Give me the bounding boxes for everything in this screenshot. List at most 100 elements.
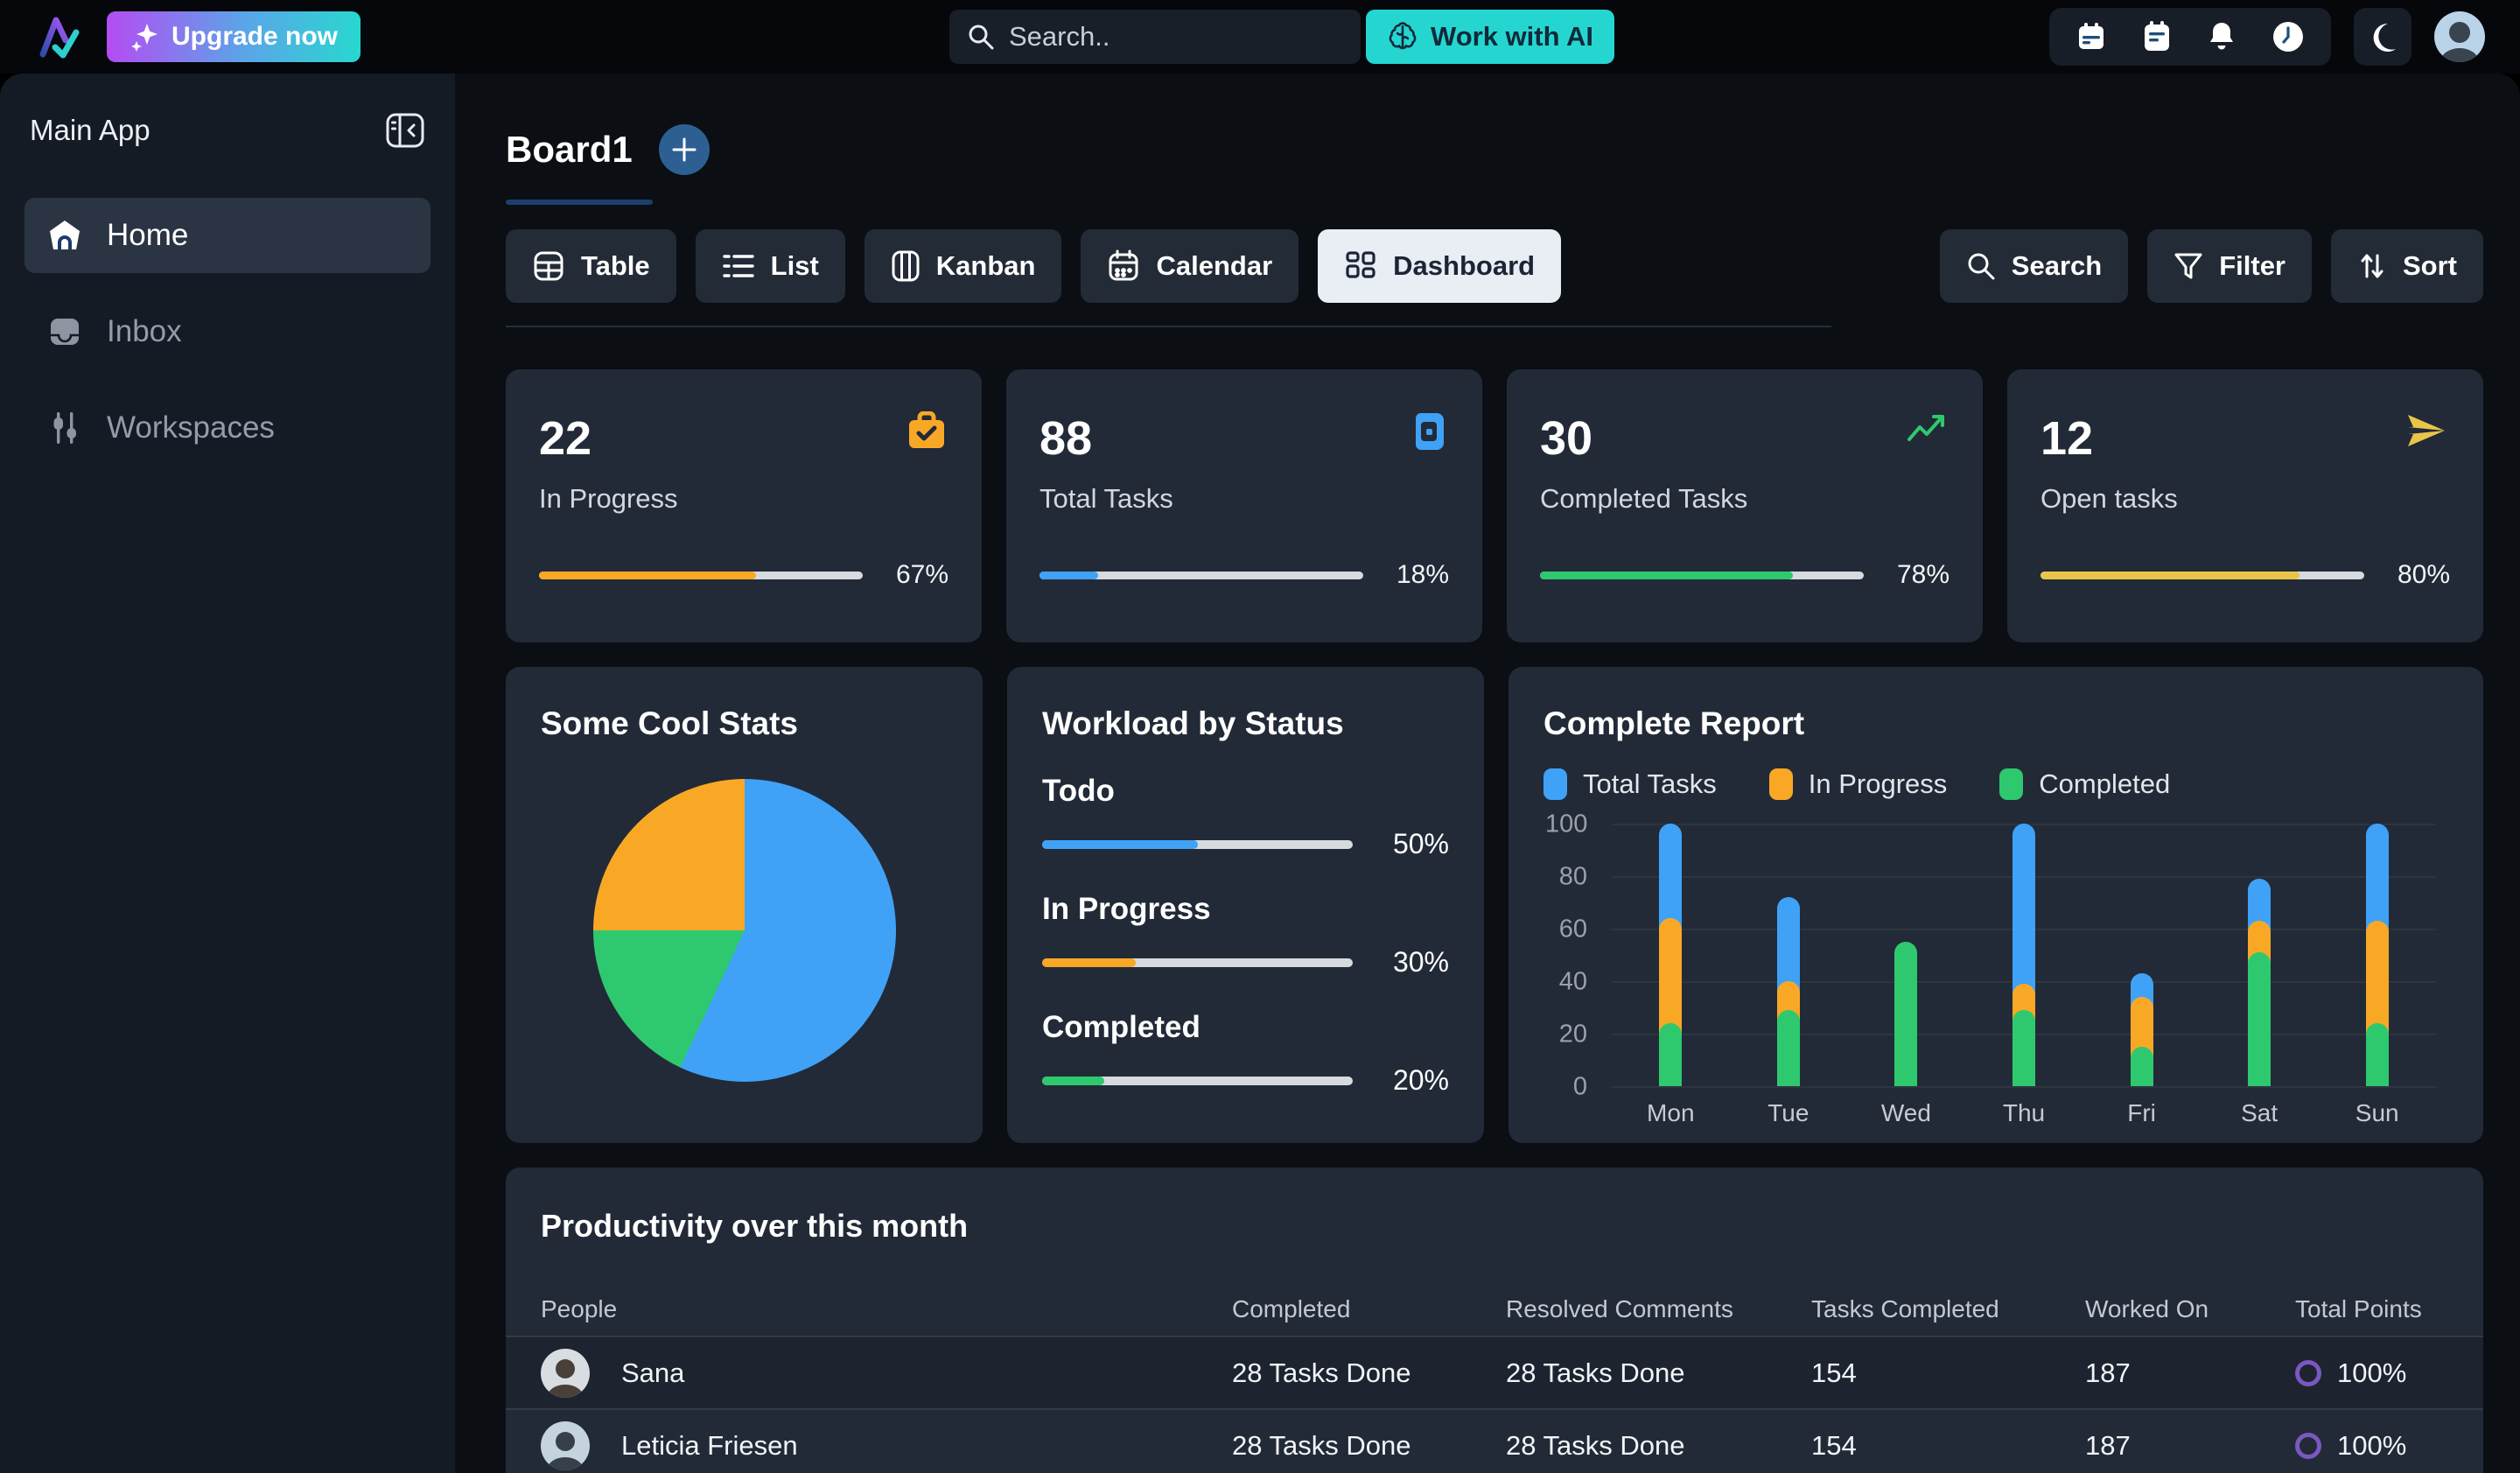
moon-icon bbox=[2367, 21, 2398, 53]
tab-label: Calendar bbox=[1156, 250, 1273, 281]
pie-chart bbox=[592, 779, 896, 1082]
send-icon bbox=[2404, 411, 2448, 450]
sidebar-item-inbox[interactable]: Inbox bbox=[24, 294, 430, 369]
calendar-icon[interactable] bbox=[2076, 21, 2107, 53]
stat-label: In Progress bbox=[539, 483, 678, 514]
stat-value: 12 bbox=[2040, 412, 2094, 465]
bar-completed bbox=[1659, 1023, 1683, 1086]
sidebar-item-workspaces[interactable]: Workspaces bbox=[24, 390, 430, 466]
view-tabs-row: Table List bbox=[506, 229, 2483, 303]
column-header: Completed bbox=[1232, 1295, 1351, 1322]
x-tick-label: Thu bbox=[2002, 1099, 2046, 1126]
bar-completed bbox=[2365, 1023, 2389, 1086]
stat-progress: 67% bbox=[539, 560, 948, 590]
stats-grid: 22 In Progress 67% 88 bbox=[506, 369, 2483, 642]
sidebar-collapse-icon[interactable] bbox=[385, 112, 425, 149]
search-button-label: Search bbox=[2011, 250, 2103, 281]
column-header: Worked On bbox=[2085, 1295, 2209, 1322]
cell-resolved-comments: 28 Tasks Done bbox=[1506, 1357, 1685, 1388]
sort-button[interactable]: Sort bbox=[2331, 229, 2483, 303]
bar-completed bbox=[1776, 1010, 1800, 1086]
workload-card: Workload by Status Todo 50% In Progress … bbox=[1007, 667, 1484, 1143]
points-value: 100% bbox=[2337, 1357, 2407, 1388]
tab-dashboard[interactable]: Dashboard bbox=[1318, 229, 1562, 303]
progress-fill bbox=[539, 571, 756, 579]
briefcase-check-icon bbox=[906, 411, 947, 450]
upgrade-button[interactable]: Upgrade now bbox=[107, 11, 361, 62]
bar-chart: 0 20 40 60 80 100 Mon Tue Wed Thu Fri Sat Sun bbox=[1544, 810, 2448, 1127]
avatar bbox=[541, 1348, 590, 1398]
active-board-indicator bbox=[506, 200, 653, 205]
progress-fill bbox=[1042, 839, 1198, 849]
sidebar-item-home[interactable]: Home bbox=[24, 198, 430, 273]
legend-item-in-progress[interactable]: In Progress bbox=[1768, 768, 1948, 800]
tab-table[interactable]: Table bbox=[506, 229, 676, 303]
search-input[interactable] bbox=[1009, 21, 1358, 53]
cell-worked-on: 187 bbox=[2085, 1429, 2131, 1461]
legend-item-completed[interactable]: Completed bbox=[1999, 768, 2170, 800]
topbar-icon-cluster bbox=[2049, 8, 2331, 66]
person-name: Leticia Friesen bbox=[621, 1429, 798, 1461]
tab-kanban[interactable]: Kanban bbox=[864, 229, 1062, 303]
filter-button[interactable]: Filter bbox=[2147, 229, 2312, 303]
stat-label: Completed Tasks bbox=[1540, 483, 1748, 514]
column-header: Resolved Comments bbox=[1506, 1295, 1733, 1322]
bar-completed bbox=[2130, 1047, 2153, 1086]
search-icon bbox=[967, 23, 995, 51]
user-avatar[interactable] bbox=[2434, 11, 2485, 62]
sidebar-item-label: Workspaces bbox=[107, 410, 275, 445]
board-title-tab[interactable]: Board1 bbox=[506, 129, 633, 170]
bar-completed bbox=[2248, 952, 2272, 1086]
progress-track bbox=[1040, 571, 1363, 579]
cell-resolved-comments: 28 Tasks Done bbox=[1506, 1429, 1685, 1461]
workload-row-label: Completed bbox=[1042, 1010, 1200, 1044]
person-cell: Leticia Friesen bbox=[506, 1420, 1232, 1470]
legend-swatch-icon bbox=[1544, 768, 1567, 800]
tabs-divider bbox=[506, 326, 1831, 327]
clock-icon[interactable] bbox=[2272, 20, 2305, 53]
tab-list[interactable]: List bbox=[695, 229, 845, 303]
tab-label: List bbox=[770, 250, 819, 281]
tab-calendar[interactable]: Calendar bbox=[1081, 229, 1299, 303]
tab-label: Table bbox=[581, 250, 650, 281]
legend-swatch-icon bbox=[1768, 768, 1793, 800]
bar-completed bbox=[2012, 1010, 2035, 1086]
app-body: Main App Home bbox=[0, 74, 2520, 1473]
table-row[interactable]: Sana 28 Tasks Done 28 Tasks Done 154 187… bbox=[506, 1336, 2483, 1408]
progress-fill bbox=[1040, 571, 1098, 579]
legend-swatch-icon bbox=[1999, 768, 2024, 800]
y-tick-label: 40 bbox=[1558, 967, 1587, 996]
work-with-ai-label: Work with AI bbox=[1431, 21, 1593, 52]
filter-icon bbox=[2174, 251, 2203, 281]
x-tick-label: Tue bbox=[1768, 1099, 1810, 1126]
filter-button-label: Filter bbox=[2219, 250, 2286, 281]
progress-fill bbox=[1042, 1076, 1104, 1085]
stat-progress: 78% bbox=[1540, 560, 1950, 590]
table-icon bbox=[532, 249, 565, 283]
notes-icon[interactable] bbox=[2142, 21, 2172, 53]
board-actions: Search Filter bbox=[1939, 229, 2483, 303]
progress-fill bbox=[1042, 957, 1136, 967]
topbar-search-group: Work with AI bbox=[949, 10, 1614, 64]
x-tick-label: Mon bbox=[1647, 1099, 1695, 1126]
workload-bar: 50% bbox=[1042, 828, 1449, 860]
progress-track bbox=[2040, 571, 2364, 579]
report-title: Complete Report bbox=[1544, 705, 1805, 741]
legend-label: In Progress bbox=[1808, 768, 1948, 799]
stat-card-completed-tasks: 30 Completed Tasks 78% bbox=[1507, 369, 1983, 642]
stat-value: 22 bbox=[539, 412, 592, 465]
workload-row-label: In Progress bbox=[1042, 892, 1211, 926]
search-button[interactable]: Search bbox=[1939, 229, 2129, 303]
y-tick-label: 60 bbox=[1558, 915, 1587, 943]
add-board-button[interactable] bbox=[658, 124, 710, 175]
pie-card: Some Cool Stats bbox=[506, 667, 983, 1143]
column-header: People bbox=[541, 1295, 618, 1322]
productivity-title: Productivity over this month bbox=[541, 1208, 969, 1244]
bell-icon[interactable] bbox=[2207, 20, 2236, 53]
table-row[interactable]: Leticia Friesen 28 Tasks Done 28 Tasks D… bbox=[506, 1408, 2483, 1473]
cell-total-points: 100% bbox=[2295, 1357, 2483, 1389]
work-with-ai-button[interactable]: Work with AI bbox=[1366, 10, 1614, 64]
dark-mode-toggle[interactable] bbox=[2354, 8, 2412, 66]
search-icon bbox=[1966, 251, 1996, 281]
legend-item-total-tasks[interactable]: Total Tasks bbox=[1544, 768, 1717, 800]
